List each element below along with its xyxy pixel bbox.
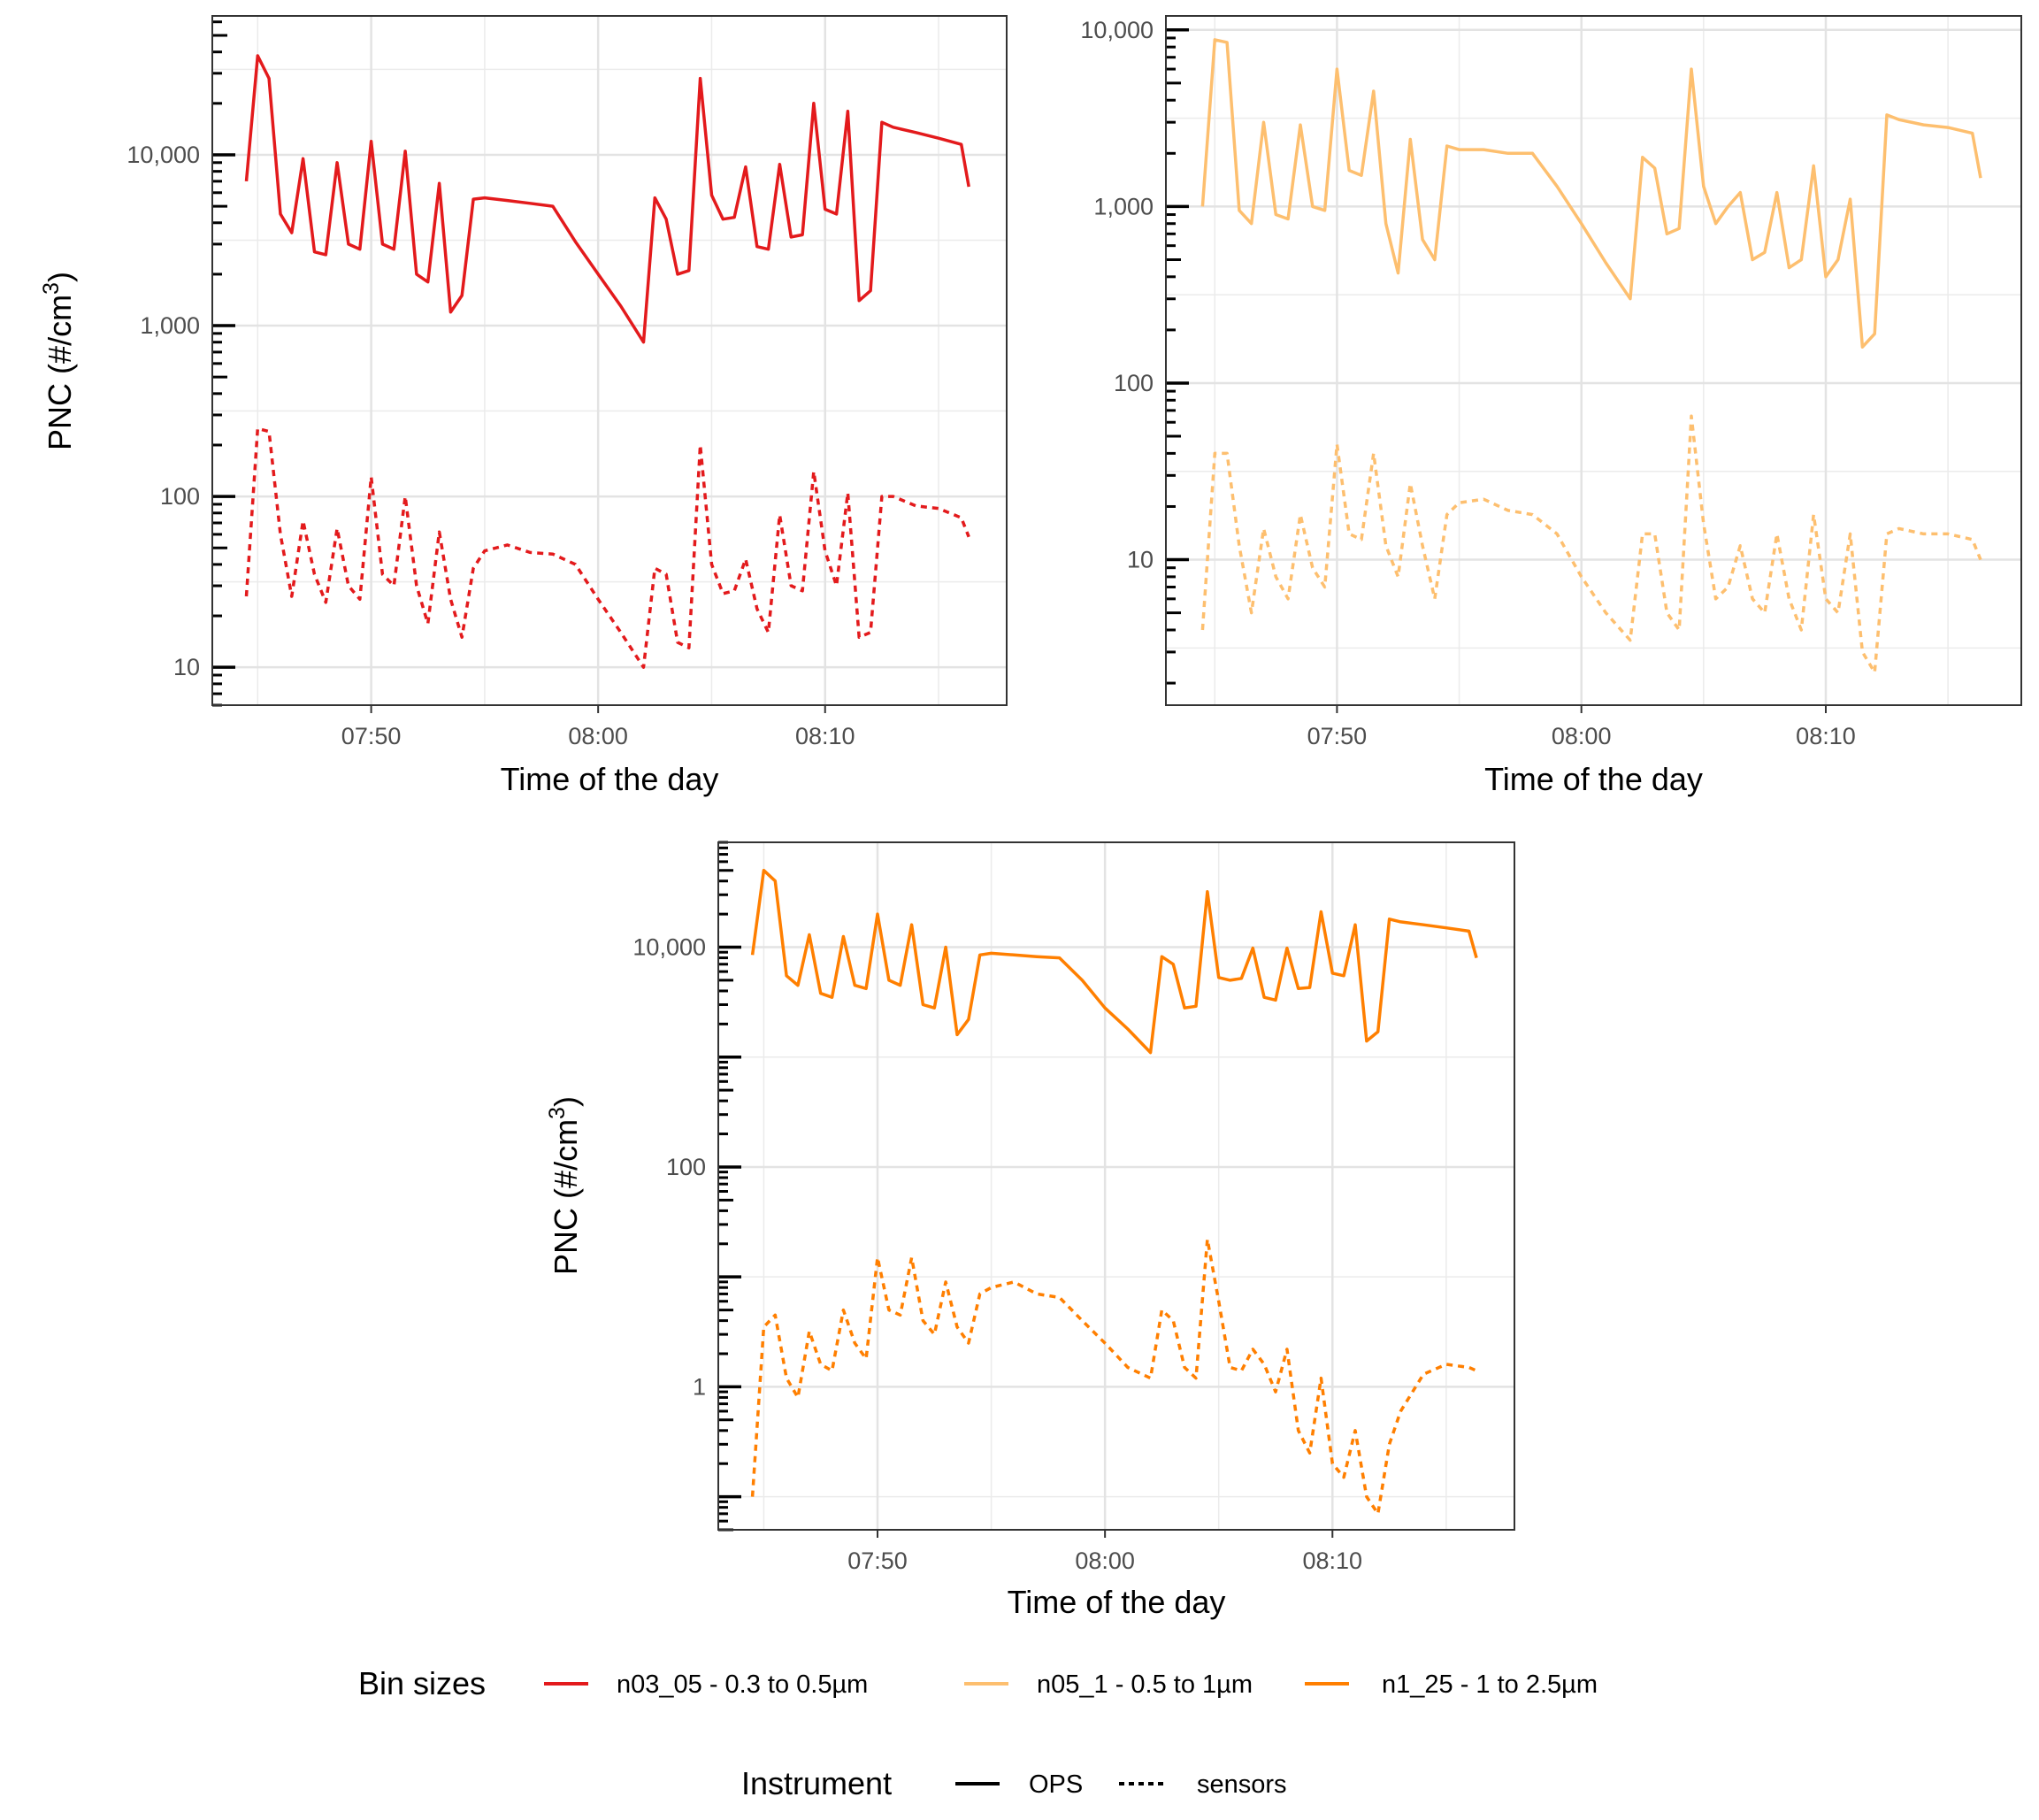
chart-panel-2: 10 100 1,000 10,000 07:50 08:00 08:10 Time of t… [1080, 15, 2022, 797]
chart-panel-1: 10 100 1,000 10,000 07:50 08:00 08:10 Time of t… [39, 15, 1008, 797]
plot-background [1166, 16, 2021, 705]
y-tick-label: 10 [1127, 547, 1154, 573]
x-tick-label: 08:10 [1796, 723, 1856, 749]
y-axis-title: PNC (#/cm3) [39, 272, 78, 450]
legend-label-sensors: sensors [1197, 1770, 1287, 1799]
y-tick-label: 10,000 [1080, 17, 1154, 43]
x-tick-label: 08:10 [795, 723, 855, 749]
chart-panel-3: 1 100 10,000 07:50 08:00 08:10 Time of the day… [545, 841, 1515, 1620]
x-tick-label: 07:50 [1307, 723, 1368, 749]
y-tick-label: 10,000 [632, 934, 706, 961]
x-tick-label: 08:10 [1302, 1547, 1362, 1574]
y-tick-label: 1,000 [140, 312, 200, 339]
legend-bin-sizes: Bin sizes n03_05 - 0.3 to 0.5µm n05_1 - … [358, 1665, 1598, 1701]
series-line-sensors [1200, 414, 1982, 674]
x-axis-title: Time of the day [501, 761, 719, 797]
legend-label-bin-2: n05_1 - 0.5 to 1µm [1037, 1670, 1253, 1699]
series-line-ops [750, 868, 1478, 1055]
x-tick-label: 08:00 [1075, 1547, 1135, 1574]
x-tick-label: 07:50 [341, 723, 402, 749]
legend-instrument-title: Instrument [741, 1765, 892, 1801]
series-line-ops [1200, 38, 1982, 349]
series-line-sensors [750, 1237, 1477, 1516]
x-axis-title: Time of the day [1008, 1584, 1226, 1620]
y-tick-label: 100 [666, 1154, 706, 1180]
plot-background [212, 16, 1007, 705]
x-tick-label: 08:00 [568, 723, 628, 749]
plot-border [211, 15, 1008, 706]
y-tick-label: 100 [160, 483, 200, 510]
legend-label-ops: OPS [1029, 1770, 1083, 1799]
legend-instrument: Instrument OPS sensors [741, 1765, 1287, 1801]
legend-bin-sizes-title: Bin sizes [358, 1665, 486, 1701]
y-axis-title: PNC (#/cm3) [545, 1096, 584, 1275]
x-tick-label: 07:50 [847, 1547, 908, 1574]
plot-border [717, 841, 1515, 1531]
plot-background [718, 842, 1514, 1530]
y-tick-label: 10,000 [126, 142, 200, 168]
y-tick-label: 1,000 [1093, 193, 1154, 219]
y-tick-label: 10 [173, 654, 200, 680]
x-axis-title: Time of the day [1484, 761, 1703, 797]
legend-label-bin-1: n03_05 - 0.3 to 0.5µm [617, 1670, 868, 1699]
x-tick-label: 08:00 [1552, 723, 1612, 749]
y-tick-label: 1 [693, 1373, 706, 1400]
legend-label-bin-3: n1_25 - 1 to 2.5µm [1382, 1670, 1598, 1699]
y-tick-label: 100 [1114, 370, 1154, 396]
plot-border [1165, 15, 2022, 706]
series-line-ops [244, 54, 970, 344]
